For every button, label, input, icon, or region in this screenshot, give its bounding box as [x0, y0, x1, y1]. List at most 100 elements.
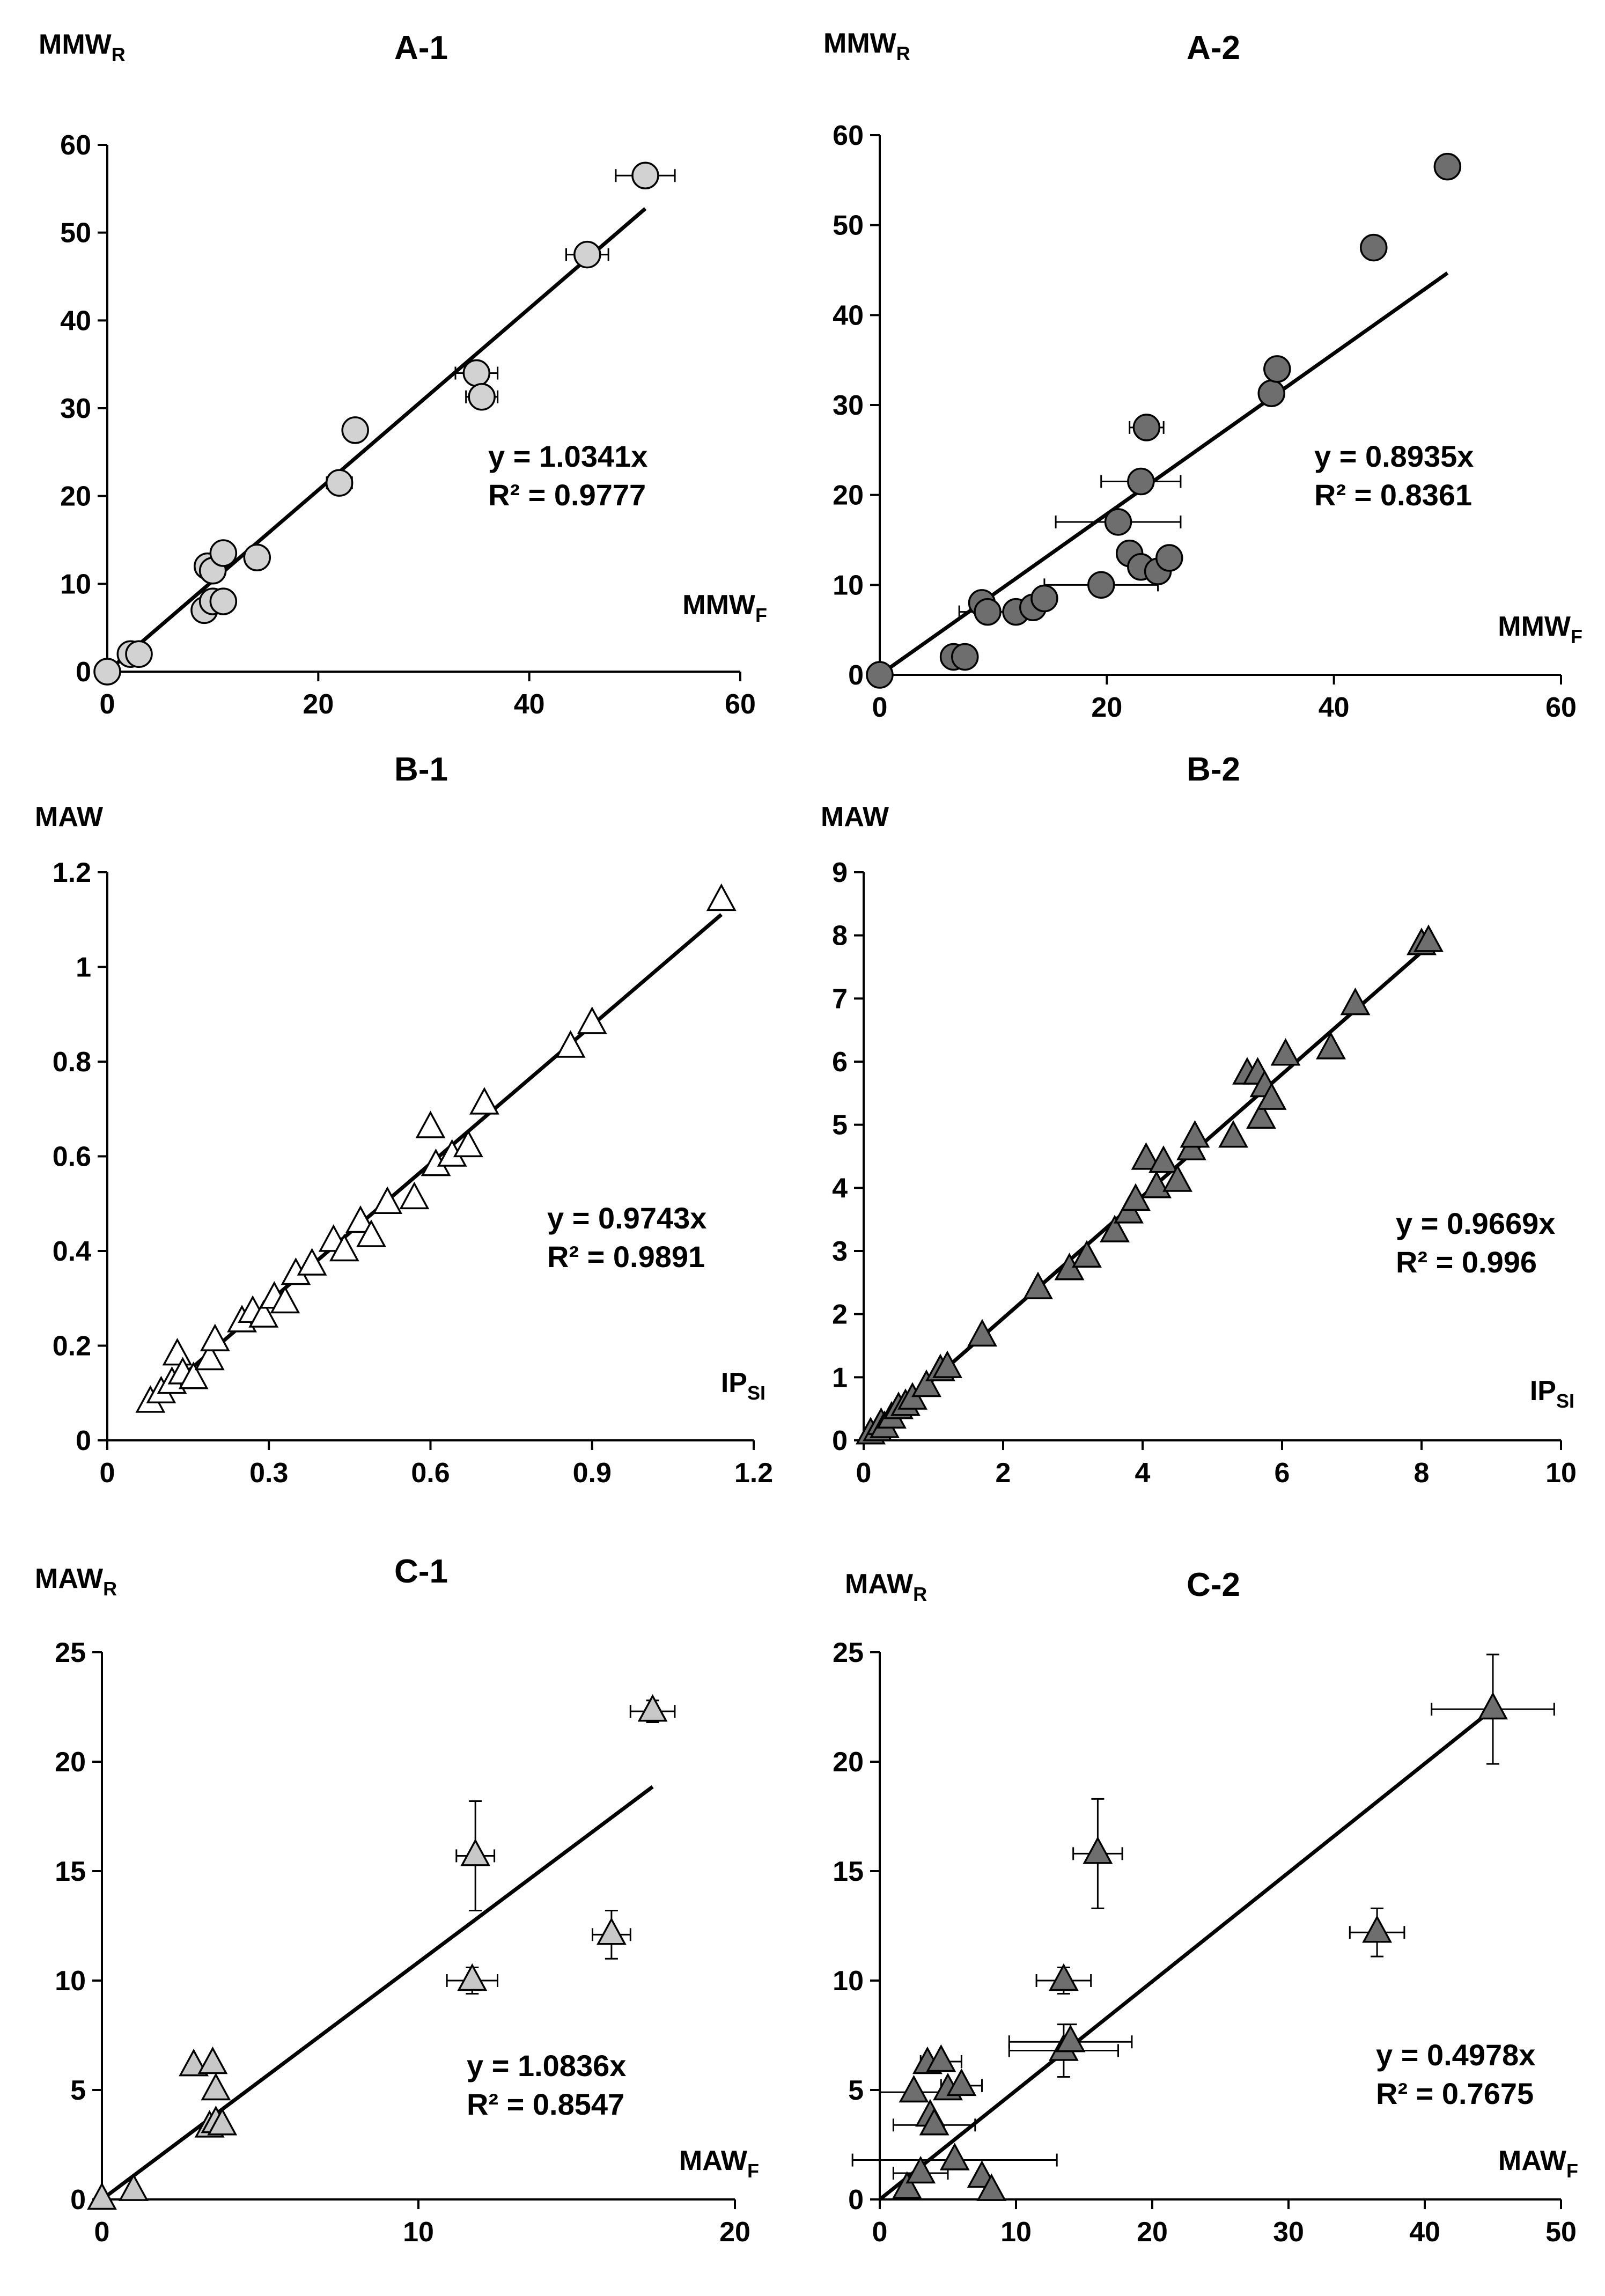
data-point	[1362, 1915, 1393, 1943]
x-tick-label: 0	[100, 1458, 115, 1489]
data-point	[125, 640, 153, 668]
y-axis-label-base: MAW	[35, 1563, 104, 1594]
x-tick-label: 40	[1319, 692, 1350, 723]
regression-r2: R² = 0.8361	[1314, 478, 1472, 512]
y-tick-label: 1	[76, 952, 91, 983]
y-axis-label-sub: R	[103, 1578, 117, 1600]
x-tick-label: 20	[1091, 692, 1122, 723]
y-axis-label-sub: R	[112, 43, 126, 65]
data-point	[1127, 467, 1155, 496]
data-point	[596, 1917, 627, 1945]
x-tick-label: 10	[403, 2217, 434, 2248]
y-tick-label: 50	[833, 210, 864, 241]
data-point	[631, 161, 659, 190]
data-point	[356, 1219, 386, 1247]
y-tick-label: 10	[60, 569, 91, 600]
regression-r2: R² = 0.7675	[1376, 2077, 1534, 2110]
y-axis-label-sub: R	[913, 1583, 927, 1605]
data-point	[555, 1030, 586, 1058]
x-tick-label: 0	[856, 1458, 872, 1489]
x-axis-label-base: IP	[721, 1367, 747, 1399]
x-axis-label-sub: SI	[747, 1382, 765, 1404]
data-point	[1413, 924, 1444, 952]
x-axis-label: MMWF	[1498, 611, 1582, 647]
y-axis-label: MAW	[821, 801, 889, 833]
y-axis-label-base: MAW	[821, 801, 889, 833]
x-tick-label: 20	[1137, 2217, 1168, 2248]
data-point	[469, 1087, 499, 1115]
y-tick-label: 0	[848, 660, 864, 691]
data-point	[899, 2074, 929, 2103]
y-axis-label: MAW	[35, 801, 104, 833]
x-tick-label: 50	[1545, 2217, 1577, 2248]
x-tick-label: 60	[1545, 692, 1577, 723]
data-point	[946, 2068, 977, 2096]
data-point	[248, 1300, 279, 1328]
x-tick-label: 10	[1000, 2217, 1032, 2248]
y-axis-label-base: MAW	[35, 801, 104, 833]
data-point	[1316, 1032, 1346, 1059]
data-point	[341, 416, 369, 444]
y-tick-label: 4	[832, 1173, 848, 1204]
data-point	[866, 661, 894, 689]
y-tick-label: 40	[60, 305, 91, 336]
x-tick-label: 6	[1275, 1458, 1290, 1489]
regression-equation: y = 0.4978x	[1376, 2038, 1535, 2072]
x-tick-label: 0.3	[249, 1458, 288, 1489]
regression-equation: y = 1.0341x	[488, 439, 647, 473]
y-tick-label: 20	[55, 1747, 86, 1778]
data-point	[905, 2155, 936, 2184]
data-point	[200, 1323, 230, 1351]
x-tick-label: 4	[1135, 1458, 1151, 1489]
data-point	[939, 2143, 970, 2170]
data-point	[1246, 1101, 1276, 1129]
data-point	[974, 598, 1002, 626]
data-point	[1257, 379, 1285, 407]
data-point	[119, 2173, 149, 2201]
data-point	[1030, 584, 1058, 613]
data-point	[1048, 1963, 1079, 1991]
data-point	[1148, 1145, 1179, 1173]
y-tick-label: 60	[833, 120, 864, 151]
data-point	[967, 1319, 997, 1347]
y-tick-label: 0.8	[53, 1047, 91, 1078]
y-tick-label: 0.6	[53, 1142, 91, 1173]
regression-equation: y = 0.9669x	[1396, 1206, 1555, 1240]
panel-title: A-2	[1187, 30, 1240, 67]
x-axis-label: MAWF	[1498, 2145, 1578, 2182]
data-point	[457, 1963, 488, 1991]
x-tick-label: 0	[100, 689, 115, 720]
data-point	[573, 240, 601, 269]
data-point	[1360, 233, 1388, 262]
x-tick-label: 0	[872, 692, 888, 723]
x-axis-label-base: IP	[1530, 1375, 1556, 1407]
data-point	[1132, 414, 1161, 441]
panel-title: B-2	[1187, 751, 1240, 788]
data-point	[93, 658, 121, 686]
data-point	[1340, 987, 1371, 1015]
x-tick-label: 20	[303, 689, 334, 720]
y-axis-label: MMWR	[823, 28, 910, 64]
regression-r2: R² = 0.8547	[467, 2087, 624, 2121]
data-point	[453, 1129, 483, 1158]
regression-equation: y = 0.9743x	[547, 1201, 706, 1235]
panel-title: C-1	[394, 1553, 448, 1590]
x-axis-label-sub: F	[1566, 2160, 1578, 2182]
data-point	[415, 1110, 446, 1138]
data-point	[197, 2046, 228, 2074]
x-axis-label: MMWF	[682, 590, 767, 626]
trendline	[100, 1785, 654, 2201]
data-point	[325, 469, 354, 497]
x-axis-label-sub: F	[755, 604, 767, 626]
y-axis-label-sub: R	[896, 42, 910, 64]
y-tick-label: 5	[70, 2075, 86, 2106]
y-axis-label-base: MMW	[39, 29, 112, 60]
data-point	[911, 1369, 941, 1397]
y-tick-label: 0	[70, 2184, 86, 2216]
data-point	[926, 2044, 956, 2072]
data-point	[194, 1342, 225, 1371]
y-tick-label: 0	[848, 2184, 864, 2216]
panel-title: A-1	[394, 30, 448, 67]
x-axis-label-base: MMW	[1498, 611, 1571, 642]
y-tick-label: 25	[55, 1637, 86, 1668]
